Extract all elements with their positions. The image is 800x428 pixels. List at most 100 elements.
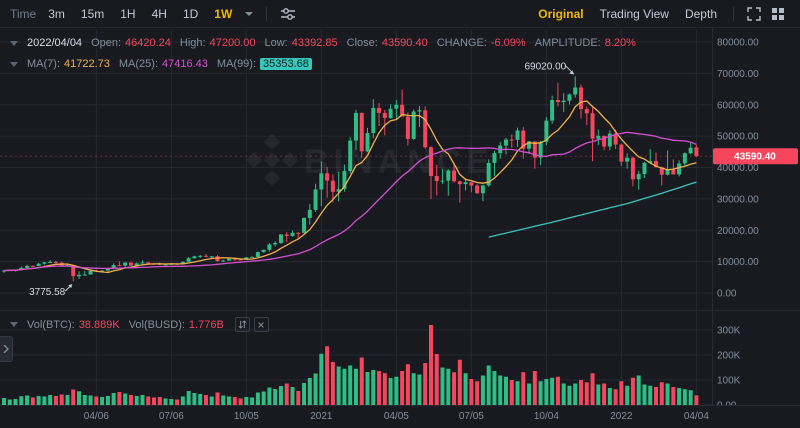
binance-watermark: BINANCE [246, 134, 494, 186]
ohlc-collapse-button[interactable] [10, 40, 18, 46]
fullscreen-icon [747, 6, 761, 21]
interval-button-1d[interactable]: 1D [175, 5, 206, 23]
ohlc-date: 2022/04/04 [27, 37, 83, 49]
vol-busd-value: 1.776B [188, 318, 224, 331]
price-tick-label: 50000.00 [717, 132, 759, 143]
ma-indicator-row: MA(7): 41722.73 MA(25): 47416.43 MA(99): 35… [10, 58, 312, 70]
volume-axis-labels: 300K200K100K0.00 [717, 326, 741, 412]
view-original-button[interactable]: Original [530, 5, 591, 23]
ohlc-info-row: 2022/04/04 Open: 46420.24 High: 47200.00 L… [10, 37, 636, 49]
close-icon [258, 321, 265, 328]
time-tick-label: 10/04 [533, 411, 559, 422]
low-label: Low: [264, 37, 288, 49]
view-group: Original Trading View Depth [530, 5, 790, 23]
time-tick-label: 04/06 [83, 411, 109, 422]
pane-close-button[interactable] [253, 317, 269, 332]
toolbar-divider [733, 6, 734, 21]
volume-tick-label: 200K [717, 351, 741, 362]
sliders-icon [281, 7, 296, 20]
price-tick-label: 40000.00 [717, 163, 759, 174]
vol-btc-value: 38.889K [78, 318, 120, 331]
ma-collapse-button[interactable] [10, 61, 18, 67]
time-tick-label: 07/06 [158, 411, 184, 422]
high-annotation: 69020.00 [525, 61, 567, 72]
amplitude-value: 8.20% [604, 37, 636, 49]
close-label: Close: [346, 37, 378, 49]
high-value: 47200.00 [209, 37, 256, 49]
ma99-value: 35353.68 [260, 58, 312, 70]
toolbar-divider [266, 6, 268, 21]
frame [0, 28, 800, 405]
price-tick-label: 10000.00 [717, 257, 759, 268]
time-label: Time [10, 6, 37, 21]
vol-btc-label: Vol(BTC): [27, 318, 75, 331]
interval-button-1w[interactable]: 1W [206, 5, 240, 23]
price-tick-label: 0.00 [717, 289, 737, 300]
ma99-label: MA(99): [216, 58, 257, 70]
volume-indicator-row: Vol(BTC): 38.889K Vol(BUSD): 1.776B [10, 317, 269, 332]
vol-busd-label: Vol(BUSD): [128, 318, 185, 331]
last-price-label: 43590.40 [734, 152, 776, 163]
annotations: 69020.00 3775.58 [29, 61, 575, 298]
caret-down-icon [10, 40, 18, 46]
low-value: 43392.85 [291, 37, 338, 49]
change-label: CHANGE: [436, 37, 487, 49]
chevron-right-icon [3, 345, 9, 353]
volume-tick-label: 100K [717, 376, 741, 387]
change-value: -6.09% [490, 37, 526, 49]
ma7-value: 41722.73 [64, 58, 110, 70]
ma99-line [488, 181, 697, 238]
interval-button-4h[interactable]: 4H [144, 5, 175, 23]
volume-pane-controls [234, 317, 269, 332]
volume-tick-label: 300K [717, 326, 741, 337]
time-tick-label: 07/05 [458, 411, 484, 422]
close-value: 43590.40 [381, 37, 428, 49]
price-tick-label: 20000.00 [717, 226, 759, 237]
chart-toolbar: Time 3m 15m 1H 4H 1D 1W Original Trading… [0, 0, 800, 28]
svg-text:BINANCE: BINANCE [304, 143, 494, 181]
view-tradingview-button[interactable]: Trading View [592, 5, 677, 23]
ma25-label: MA(25): [118, 58, 159, 70]
caret-down-icon [10, 322, 18, 327]
ma25-line [3, 131, 697, 272]
ma7-label: MA(7): [27, 58, 60, 70]
time-axis[interactable]: 04/06 07/06 10/05 2021 04/05 07/05 10/04 2022 04… [0, 405, 800, 428]
fullscreen-button[interactable] [742, 5, 766, 23]
grid-layout-button[interactable] [766, 5, 790, 23]
interval-button-1h[interactable]: 1H [112, 5, 143, 23]
interval-button-3m[interactable]: 3m [40, 5, 73, 23]
interval-dropdown-button[interactable] [240, 9, 258, 19]
time-tick-label: 04/05 [383, 411, 409, 422]
open-label: Open: [91, 37, 122, 49]
sidebar-expand-button[interactable] [0, 336, 13, 362]
caret-down-icon [10, 61, 18, 67]
grid-layout-icon [772, 7, 784, 20]
candles [2, 76, 699, 282]
price-badge: 43590.40 [713, 148, 798, 165]
price-tick-label: 30000.00 [717, 194, 759, 205]
view-depth-button[interactable]: Depth [677, 5, 725, 23]
time-tick-label: 04/04 [683, 411, 709, 422]
time-tick-label: 2022 [610, 411, 633, 422]
amplitude-label: AMPLITUDE: [534, 37, 601, 49]
ma7-line [3, 100, 697, 274]
gridlines [0, 30, 712, 406]
ma25-value: 47416.43 [162, 58, 208, 70]
price-tick-label: 80000.00 [717, 38, 759, 49]
pane-expand-button[interactable] [234, 317, 250, 332]
price-tick-label: 70000.00 [717, 69, 759, 80]
time-tick-label: 10/05 [233, 411, 259, 422]
caret-down-icon [245, 11, 254, 16]
volume-bars [2, 325, 699, 405]
time-tick-label: 2021 [310, 411, 333, 422]
price-axis-labels: 80000.00 70000.00 60000.00 50000.00 40000.00… [717, 38, 759, 300]
interval-group: Time 3m 15m 1H 4H 1D 1W [10, 4, 301, 24]
arrows-up-down-icon [238, 320, 247, 329]
indicator-settings-button[interactable] [275, 4, 301, 24]
low-annotation: 3775.58 [29, 287, 66, 298]
high-label: High: [179, 37, 206, 49]
volume-collapse-button[interactable] [10, 322, 18, 327]
interval-button-15m[interactable]: 15m [73, 5, 112, 23]
price-tick-label: 60000.00 [717, 100, 759, 111]
open-value: 46420.24 [125, 37, 171, 49]
